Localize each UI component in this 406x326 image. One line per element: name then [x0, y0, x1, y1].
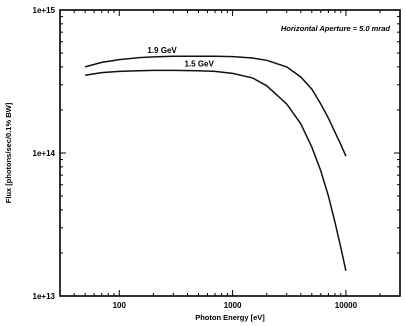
y-tick-label: 1e+15: [33, 6, 56, 15]
y-tick-label: 1e+13: [33, 292, 56, 301]
series-label-1: 1.9 GeV: [147, 46, 177, 55]
series-layer: 1.9 GeV 1.5 GeV: [84, 46, 347, 271]
plot-frame: [59, 9, 401, 297]
x-tick-label: 1000: [224, 301, 242, 310]
series-label-2: 1.5 GeV: [184, 60, 214, 69]
x-tick-label: 100: [113, 301, 127, 310]
series-line-1: [84, 55, 347, 157]
ticks-layer: 100 1000 10000 1e+13 1e+14 1e+15: [33, 6, 401, 310]
aperture-annotation: Horizontal Aperture = 5.0 mrad: [281, 24, 391, 33]
series-line-2: [84, 69, 347, 271]
y-axis-title: Flux [photons/sec/0.1% BW]: [4, 102, 13, 203]
x-axis-title: Photon Energy [eV]: [195, 313, 265, 322]
x-tick-label: 10000: [335, 301, 358, 310]
y-tick-label: 1e+14: [33, 149, 56, 158]
